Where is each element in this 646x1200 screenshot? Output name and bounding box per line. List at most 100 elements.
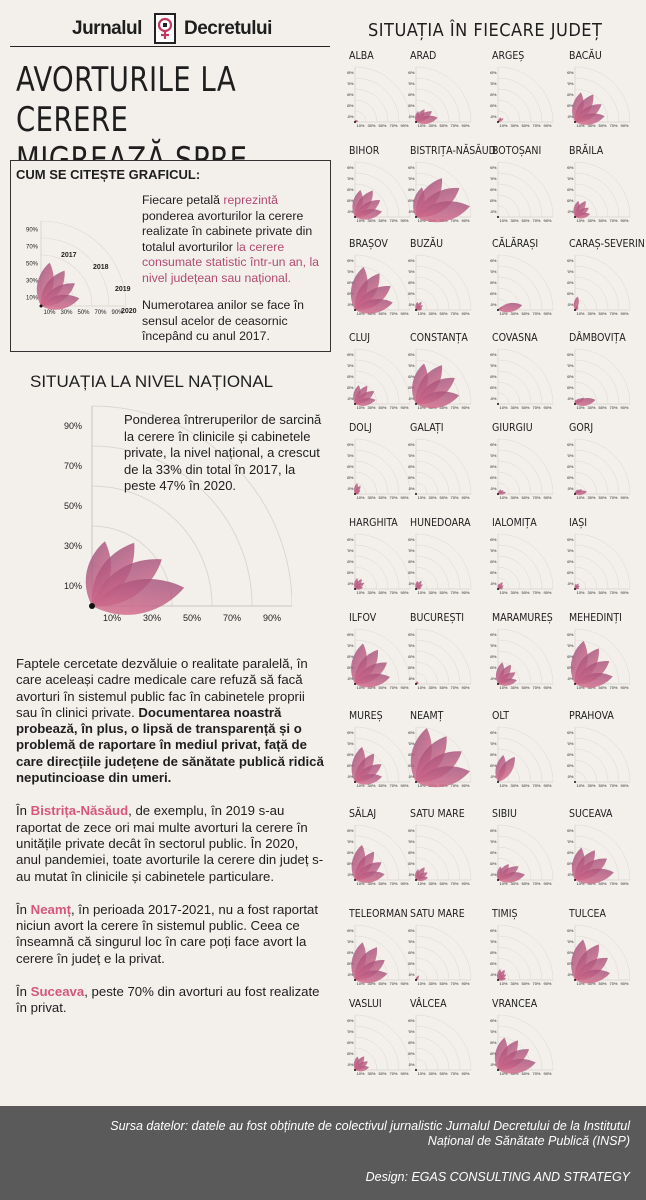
y-tick-label: 90% [408,258,415,263]
x-tick-label: 10% [499,405,507,410]
county-name: TIMIȘ [492,908,518,920]
y-tick-label: 50% [347,654,354,659]
x-tick-label: 50% [521,685,529,690]
x-tick-label: 70% [389,218,397,223]
x-tick-label: 30% [428,1071,436,1076]
x-tick-label: 30% [510,685,518,690]
x-tick-label: 10% [356,981,364,986]
x-tick-label: 70% [532,311,540,316]
grid-arc [91,445,253,607]
x-tick-label: 90% [400,123,408,128]
x-tick-label: 30% [367,123,375,128]
origin-dot [354,309,356,311]
grid-arc [415,460,450,495]
x-tick-label: 10% [417,1071,425,1076]
x-tick-label: 30% [367,685,375,690]
y-tick-label: 50% [26,262,39,268]
x-tick-label: 30% [510,881,518,886]
x-tick-label: 30% [367,495,375,500]
x-tick-label: 50% [439,590,447,595]
grid-arc [354,88,389,123]
x-tick-label: 50% [378,590,386,595]
county-chart: 90%70%50%30%10%10%30%50%70%90% [408,533,472,595]
x-tick-label: 10% [417,981,425,986]
x-tick-label: 50% [77,310,90,316]
petal-2020 [498,491,507,495]
y-tick-label: 50% [567,280,574,285]
x-tick-label: 70% [389,495,397,500]
x-tick-label: 10% [576,783,584,788]
x-tick-label: 30% [428,311,436,316]
grid-arc [497,183,532,218]
y-tick-label: 70% [347,839,354,844]
y-tick-label: 30% [347,570,354,575]
origin-dot [497,493,499,495]
x-tick-label: 90% [461,123,469,128]
x-tick-label: 90% [400,218,408,223]
grid-arc [415,824,472,881]
x-tick-label: 70% [532,590,540,595]
petal-2020 [498,1058,536,1074]
x-tick-label: 50% [598,590,606,595]
y-tick-label: 70% [567,176,574,181]
grid-arc [354,471,378,495]
x-tick-label: 50% [521,1071,529,1076]
y-tick-label: 50% [490,950,497,955]
county-chart: 90%70%50%30%10%10%30%50%70%90% [347,66,411,128]
y-tick-label: 50% [347,1040,354,1045]
county-name: MEHEDINȚI [569,612,622,624]
y-tick-label: 90% [490,352,497,357]
y-tick-label: 90% [64,421,82,431]
origin-dot [415,683,417,685]
grid-arc [415,555,450,590]
y-tick-label: 30% [347,198,354,203]
y-tick-label: 90% [490,537,497,542]
county-name: CLUJ [349,332,371,344]
x-tick-label: 70% [389,590,397,595]
y-tick-label: 50% [347,92,354,97]
y-tick-label: 70% [408,643,415,648]
x-tick-label: 10% [576,590,584,595]
y-tick-label: 10% [567,972,574,977]
grid-arc [497,628,554,685]
y-tick-label: 50% [408,559,415,564]
x-tick-label: 50% [378,1071,386,1076]
y-tick-label: 90% [347,537,354,542]
county-name: BACĂU [569,50,602,62]
county-chart: 90%70%50%30%10%10%30%50%70%90% [408,438,472,500]
y-tick-label: 10% [567,676,574,681]
y-tick-label: 70% [490,939,497,944]
petal-2020 [355,673,391,688]
grid-arc [415,66,472,123]
grid-arc [354,639,400,685]
petal-2020 [416,308,423,311]
y-tick-label: 90% [490,258,497,263]
x-tick-label: 50% [521,311,529,316]
county-chart: 90%70%50%30%10%10%30%50%70%90% [490,161,554,223]
y-tick-label: 70% [64,461,82,471]
origin-dot [415,493,417,495]
x-tick-label: 90% [461,405,469,410]
x-tick-label: 50% [521,881,529,886]
origin-dot [89,603,95,609]
county-grid: ALBA90%70%50%30%10%10%30%50%70%90%ARAD90… [347,50,645,1076]
y-tick-label: 50% [347,950,354,955]
x-tick-label: 10% [576,881,584,886]
x-tick-label: 90% [400,405,408,410]
y-tick-label: 90% [347,928,354,933]
y-tick-label: 30% [490,103,497,108]
grid-arc [354,254,411,311]
x-tick-label: 10% [356,405,364,410]
title-line-1: AVORTURILE LA CERERE [16,60,237,140]
y-tick-label: 10% [490,1062,497,1067]
y-tick-label: 70% [347,939,354,944]
x-tick-label: 70% [450,685,458,690]
masthead-left-word: Jurnalul [72,18,142,39]
grid-arc [354,824,411,881]
x-tick-label: 10% [417,311,425,316]
y-tick-label: 10% [26,296,39,302]
y-tick-label: 70% [567,269,574,274]
y-tick-label: 90% [347,165,354,170]
y-tick-label: 90% [408,828,415,833]
grid-arc [574,759,598,783]
